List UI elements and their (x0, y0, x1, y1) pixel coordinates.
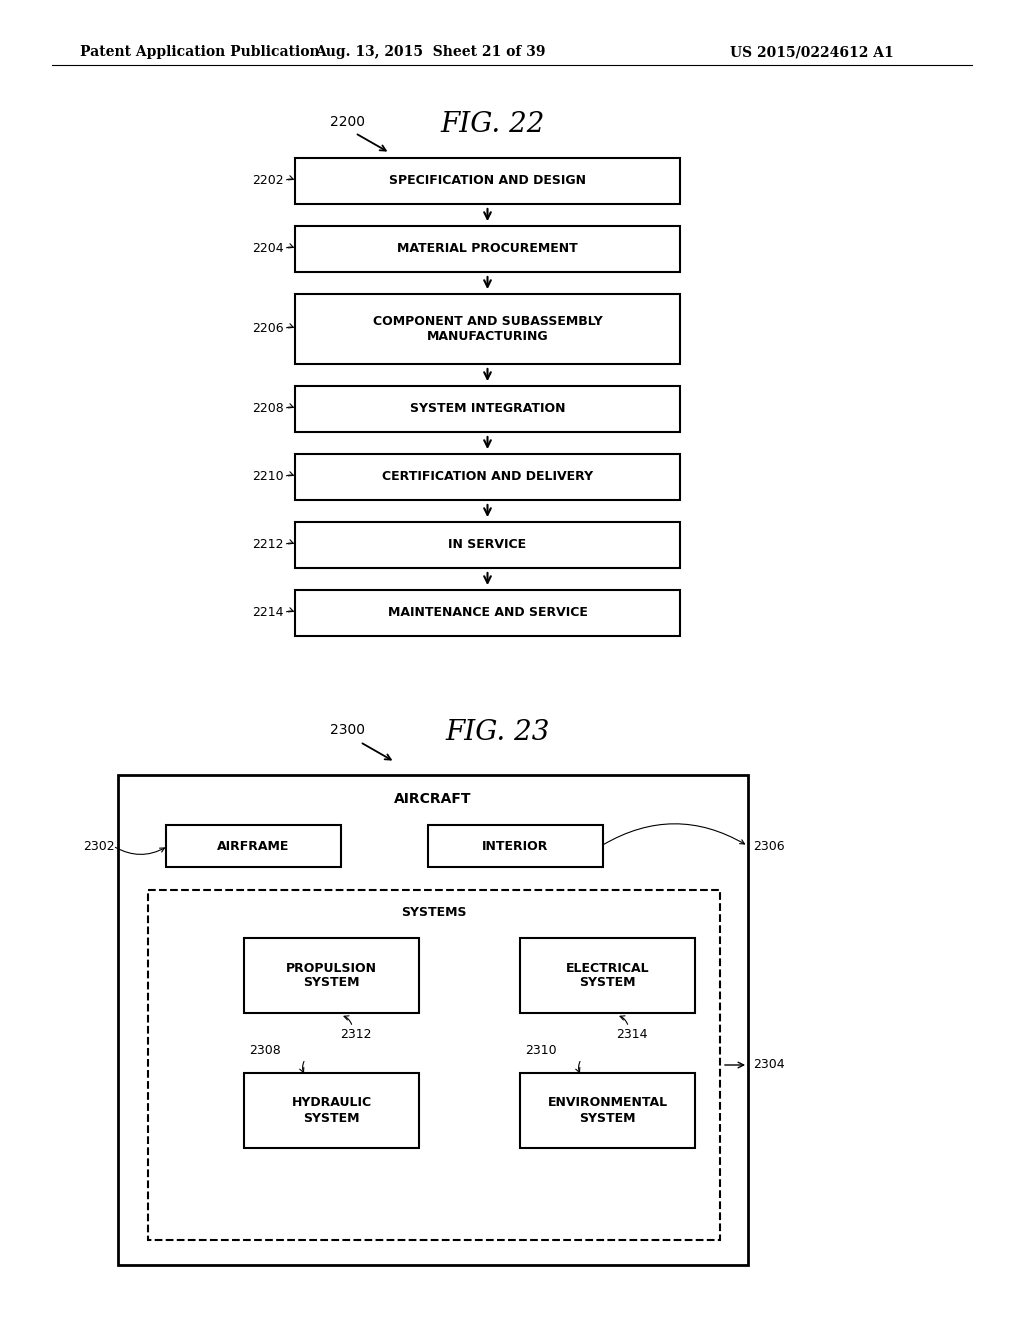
Text: SYSTEM INTEGRATION: SYSTEM INTEGRATION (410, 403, 565, 416)
Text: 2312: 2312 (340, 1028, 372, 1041)
Text: 2304: 2304 (753, 1059, 784, 1072)
Bar (428, 825, 603, 867)
Text: 2206: 2206 (252, 322, 284, 335)
Text: Aug. 13, 2015  Sheet 21 of 39: Aug. 13, 2015 Sheet 21 of 39 (314, 45, 545, 59)
Text: PROPULSION
SYSTEM: PROPULSION SYSTEM (286, 961, 377, 990)
Text: 2204: 2204 (252, 243, 284, 256)
Text: 2200: 2200 (330, 115, 365, 129)
Text: SYSTEMS: SYSTEMS (401, 906, 467, 919)
Text: Patent Application Publication: Patent Application Publication (80, 45, 319, 59)
Bar (148, 890, 720, 1239)
Bar (166, 825, 341, 867)
Text: 2202: 2202 (252, 174, 284, 187)
Bar (295, 158, 680, 205)
Text: 2314: 2314 (616, 1028, 648, 1041)
Text: 2210: 2210 (252, 470, 284, 483)
Text: HYDRAULIC
SYSTEM: HYDRAULIC SYSTEM (292, 1097, 372, 1125)
Text: CERTIFICATION AND DELIVERY: CERTIFICATION AND DELIVERY (382, 470, 593, 483)
Text: FIG. 22: FIG. 22 (440, 111, 545, 139)
Text: 2302: 2302 (83, 840, 115, 853)
Text: 2306: 2306 (753, 840, 784, 853)
Text: US 2015/0224612 A1: US 2015/0224612 A1 (730, 45, 894, 59)
Bar (118, 775, 748, 1265)
Text: AIRCRAFT: AIRCRAFT (394, 792, 472, 807)
Bar (520, 1073, 695, 1148)
Bar (244, 939, 419, 1012)
Bar (244, 1073, 419, 1148)
Text: FIG. 23: FIG. 23 (445, 719, 549, 747)
Text: AIRFRAME: AIRFRAME (217, 840, 290, 853)
Text: MATERIAL PROCUREMENT: MATERIAL PROCUREMENT (397, 243, 578, 256)
Text: 2308: 2308 (249, 1044, 281, 1057)
Bar (295, 226, 680, 272)
Bar (295, 590, 680, 636)
Text: IN SERVICE: IN SERVICE (449, 539, 526, 552)
Bar (520, 939, 695, 1012)
Bar (295, 385, 680, 432)
Text: 2214: 2214 (252, 606, 284, 619)
Text: INTERIOR: INTERIOR (482, 840, 549, 853)
Text: 2212: 2212 (252, 539, 284, 552)
Text: 2310: 2310 (525, 1044, 557, 1057)
Bar (295, 454, 680, 500)
Text: 2208: 2208 (252, 403, 284, 416)
Text: ELECTRICAL
SYSTEM: ELECTRICAL SYSTEM (565, 961, 649, 990)
Text: 2300: 2300 (330, 723, 365, 737)
Bar (295, 521, 680, 568)
Bar (295, 294, 680, 364)
Text: COMPONENT AND SUBASSEMBLY
MANUFACTURING: COMPONENT AND SUBASSEMBLY MANUFACTURING (373, 315, 602, 343)
Text: MAINTENANCE AND SERVICE: MAINTENANCE AND SERVICE (387, 606, 588, 619)
Text: ENVIRONMENTAL
SYSTEM: ENVIRONMENTAL SYSTEM (548, 1097, 668, 1125)
Text: SPECIFICATION AND DESIGN: SPECIFICATION AND DESIGN (389, 174, 586, 187)
